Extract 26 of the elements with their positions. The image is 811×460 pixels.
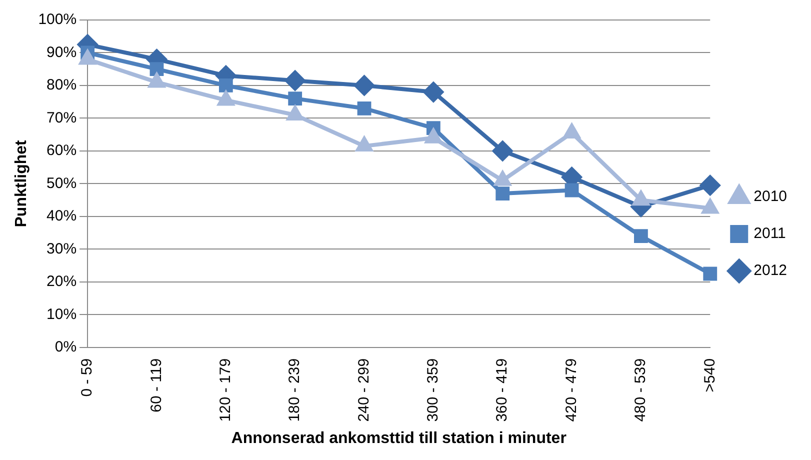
x-tick-label: 360 - 419: [494, 358, 511, 422]
y-tick-label: 40%: [46, 208, 77, 225]
y-tick-label: 60%: [46, 142, 77, 160]
x-tick-label: 120 - 179: [217, 358, 234, 422]
y-tick-label: 50%: [46, 174, 77, 192]
y-tick-label: 90%: [46, 44, 77, 61]
x-axis-title: Annonserad ankomsttid till station i minuter: [231, 430, 566, 447]
y-tick-label: 70%: [46, 109, 77, 126]
x-tick-label: 180 - 239: [286, 358, 304, 422]
x-tick-label: 0 - 59: [78, 358, 96, 397]
y-tick-label: 0%: [54, 338, 77, 356]
x-tick-label: 240 - 299: [355, 358, 372, 422]
y-axis-title: Punktlighet: [13, 139, 30, 228]
x-tick-label: 420 - 479: [562, 358, 580, 422]
legend-label: 2010: [754, 188, 788, 206]
x-tick-label: >540: [701, 358, 718, 392]
x-tick-label: 60 - 119: [148, 358, 165, 412]
y-tick-label: 20%: [46, 273, 77, 290]
y-tick-label: 80%: [46, 76, 77, 94]
y-tick-label: 10%: [46, 306, 77, 323]
legend-label: 2012: [754, 262, 788, 280]
x-tick-label: 480 - 539: [632, 358, 650, 422]
y-tick-label: 100%: [38, 11, 77, 28]
x-tick-label: 300 - 359: [424, 358, 442, 422]
y-tick-label: 30%: [46, 240, 77, 258]
legend-label: 2011: [754, 225, 786, 242]
